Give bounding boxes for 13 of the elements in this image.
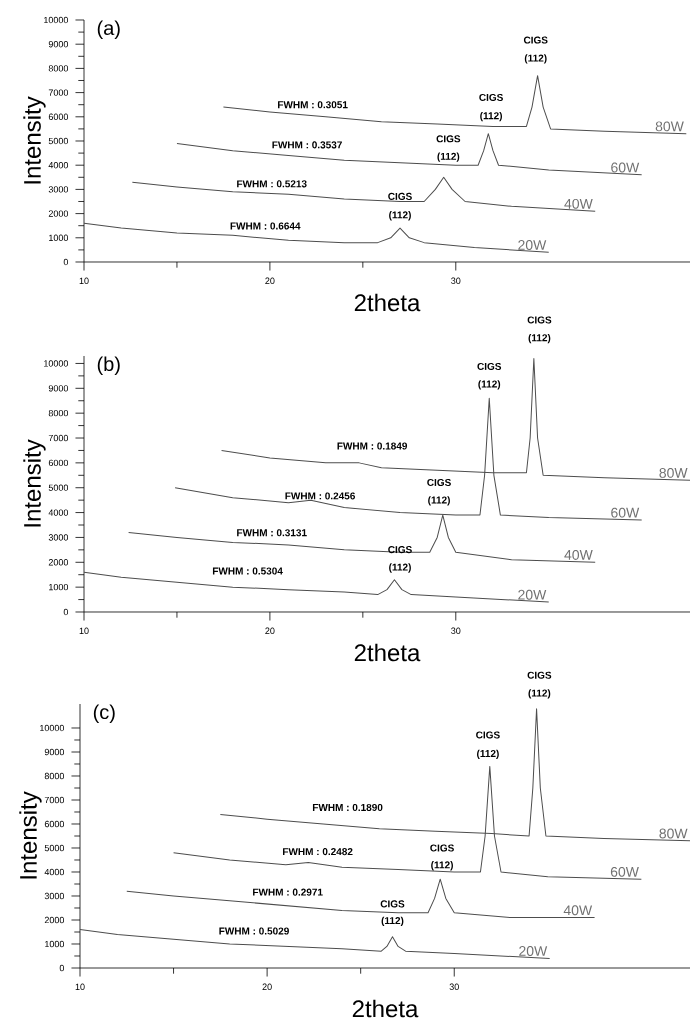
y-axis-title: Intensity [23, 439, 46, 527]
x-axis-title: 2theta [354, 643, 421, 662]
annotation: (a) [97, 20, 120, 40]
y-axis-title: Intensity [23, 96, 46, 184]
line-series [222, 75, 687, 135]
annotation: (b) [97, 356, 120, 376]
x-axis-title: 2theta [354, 293, 421, 312]
line-series [83, 222, 550, 253]
x-axis-title: 2theta [352, 999, 419, 1018]
line-series [131, 176, 596, 212]
annotation: (c) [93, 704, 115, 724]
y-axis-title: Intensity [19, 791, 42, 879]
line-series [176, 133, 643, 176]
